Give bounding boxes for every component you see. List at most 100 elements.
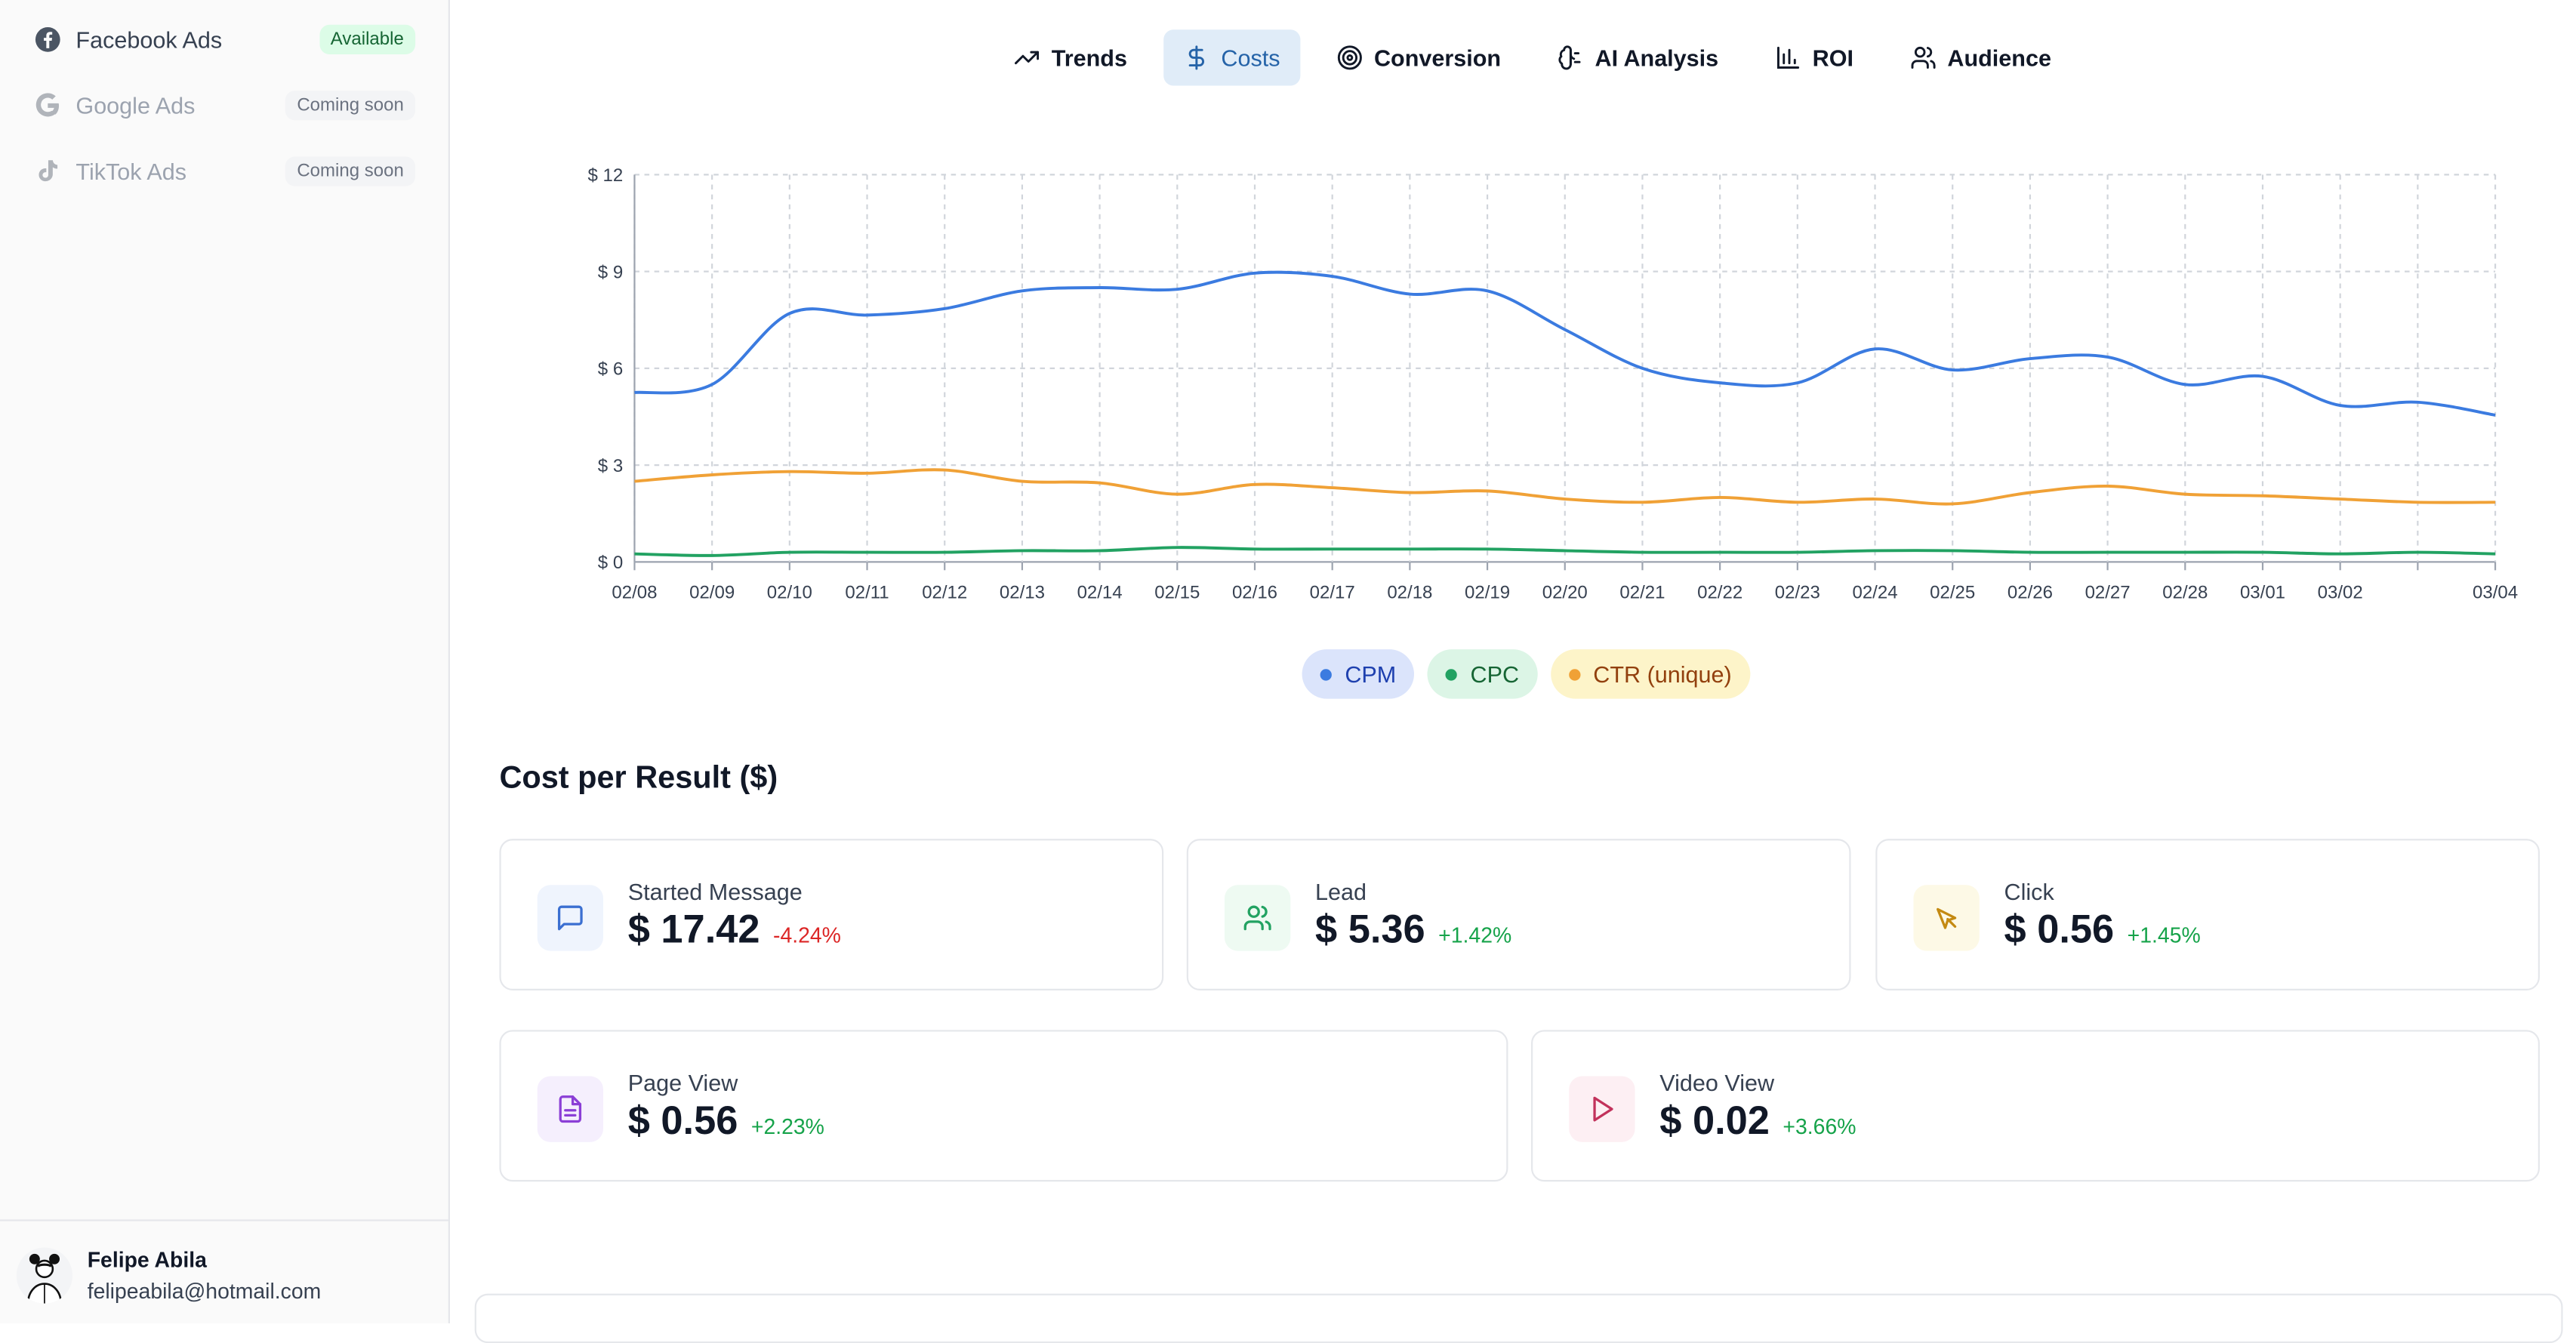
x-tick-label: 02/28 — [2162, 582, 2208, 602]
x-tick-label: 02/10 — [767, 582, 812, 602]
facebook-icon — [33, 25, 63, 54]
metric-label: Video View — [1659, 1069, 1775, 1096]
user-name: Felipe Abila — [87, 1247, 207, 1273]
metric-change: -4.24% — [772, 923, 841, 948]
tab-audience[interactable]: Audience — [1890, 29, 2071, 85]
series-line-ctr-unique- — [634, 468, 2496, 506]
metric-value: $ 0.02 — [1659, 1099, 1770, 1144]
sidebar-item-tiktok-ads[interactable]: TikTok Ads Coming soon — [33, 152, 416, 191]
x-tick-label: 02/11 — [845, 582, 889, 602]
x-tick-label: 02/24 — [1852, 582, 1897, 602]
x-tick-label: 02/25 — [1930, 582, 1975, 602]
tiktok-icon — [33, 156, 63, 186]
bar-chart-icon — [1776, 46, 1799, 69]
metric-card-lead: Lead $ 5.36 +1.42% — [1186, 839, 1851, 990]
metric-change: +1.45% — [2127, 923, 2201, 948]
x-tick-label: 02/16 — [1232, 582, 1277, 602]
y-tick-label: $ 0 — [598, 553, 623, 573]
y-tick-label: $ 9 — [598, 262, 623, 282]
x-tick-label: 02/15 — [1154, 582, 1200, 602]
x-tick-label: 02/20 — [1542, 582, 1588, 602]
users-icon — [1910, 46, 1935, 69]
tab-label: Trends — [1051, 44, 1127, 71]
metric-label: Lead — [1315, 878, 1367, 905]
sidebar-item-google-ads[interactable]: Google Ads Coming soon — [33, 86, 416, 125]
metric-card-started-message: Started Message $ 17.42 -4.24% — [499, 839, 1164, 990]
tab-bar: Trends Costs Conversion AI Analysis ROI … — [994, 29, 2088, 86]
target-icon — [1337, 45, 1362, 70]
dollar-icon — [1188, 45, 1204, 70]
tab-conversion[interactable]: Conversion — [1317, 29, 1521, 85]
series-line-cpc — [634, 546, 2496, 557]
x-tick-label: 02/26 — [2007, 582, 2053, 602]
y-tick-label: $ 3 — [598, 456, 623, 476]
legend-item-cpm[interactable]: CPM — [1302, 649, 1415, 699]
x-tick-label: 02/13 — [1000, 582, 1045, 602]
trending-up-icon — [1015, 51, 1040, 65]
x-tick-label: 03/02 — [2318, 582, 2363, 602]
sidebar-item-facebook-ads[interactable]: Facebook Ads Available — [33, 20, 416, 59]
document-icon — [537, 1076, 603, 1142]
x-tick-label: 02/14 — [1077, 582, 1123, 602]
metric-value: $ 5.36 — [1315, 907, 1425, 953]
play-icon — [1569, 1076, 1635, 1142]
tab-costs[interactable]: Costs — [1163, 29, 1300, 86]
platform-name: Google Ads — [75, 92, 196, 119]
platform-name: TikTok Ads — [75, 158, 187, 185]
x-tick-label: 02/21 — [1619, 582, 1665, 602]
tab-label: Conversion — [1373, 44, 1502, 71]
x-tick-label: 02/22 — [1697, 582, 1742, 602]
x-tick-label: 02/19 — [1465, 582, 1510, 602]
users-icon — [1224, 885, 1291, 951]
legend-item-cpc[interactable]: CPC — [1427, 649, 1538, 699]
metric-label: Page View — [627, 1069, 738, 1096]
x-tick-label: 02/18 — [1387, 582, 1432, 602]
metric-card-page-view: Page View $ 0.56 +2.23% — [499, 1030, 1508, 1182]
avatar — [16, 1247, 73, 1304]
y-tick-label: $ 6 — [598, 359, 623, 380]
metric-label: Started Message — [627, 878, 803, 905]
tab-label: Audience — [1947, 44, 2051, 71]
y-tick-label: $ 12 — [587, 165, 623, 186]
legend-label: CTR (unique) — [1593, 661, 1732, 688]
cursor-click-icon — [1913, 885, 1980, 951]
legend-item-ctr[interactable]: CTR (unique) — [1550, 649, 1750, 699]
sidebar: Facebook Ads Available Google Ads Coming… — [0, 0, 450, 1323]
metric-card-video-view: Video View $ 0.02 +3.66% — [1531, 1030, 2541, 1182]
platform-name: Facebook Ads — [75, 26, 223, 53]
metric-card-click: Click $ 0.56 +1.45% — [1875, 839, 2541, 990]
tab-label: ROI — [1812, 44, 1853, 71]
status-badge: Coming soon — [285, 156, 416, 186]
metric-value: $ 17.42 — [627, 907, 760, 953]
metric-label: Click — [2004, 878, 2054, 905]
x-tick-label: 02/23 — [1775, 582, 1820, 602]
status-badge: Available — [319, 24, 416, 55]
user-email: felipeabila@hotmail.com — [87, 1279, 322, 1304]
x-tick-label: 02/27 — [2085, 582, 2131, 602]
google-icon — [33, 91, 63, 120]
x-tick-label: 02/12 — [922, 582, 967, 602]
tab-label: Costs — [1221, 44, 1280, 71]
metric-value: $ 0.56 — [627, 1099, 738, 1144]
series-line-cpm — [634, 270, 2496, 417]
x-tick-label: 03/04 — [2473, 582, 2518, 602]
x-tick-label: 02/08 — [612, 582, 657, 602]
bottom-panel — [474, 1293, 2563, 1343]
brain-icon — [1558, 45, 1580, 70]
tab-trends[interactable]: Trends — [994, 29, 1147, 85]
legend-label: CPM — [1345, 661, 1397, 688]
message-icon — [537, 885, 603, 951]
section-title: Cost per Result ($) — [499, 761, 778, 796]
x-tick-label: 02/17 — [1310, 582, 1355, 602]
cost-trend-chart: $ 0 $ 3 $ 6 $ 9 $ 12 02/08 02/09 02/10 02/11 02/1… — [587, 165, 2518, 602]
legend-label: CPC — [1470, 661, 1520, 688]
tab-ai-analysis[interactable]: AI Analysis — [1537, 29, 1738, 85]
tab-roi[interactable]: ROI — [1755, 29, 1873, 85]
chart-legend: CPM CPC CTR (unique) — [1302, 649, 1750, 699]
x-tick-label: 02/09 — [689, 582, 735, 602]
user-profile[interactable]: Felipe Abila felipeabila@hotmail.com — [0, 1219, 450, 1323]
x-tick-label: 03/01 — [2240, 582, 2285, 602]
status-badge: Coming soon — [285, 91, 416, 121]
tab-label: AI Analysis — [1595, 44, 1719, 71]
